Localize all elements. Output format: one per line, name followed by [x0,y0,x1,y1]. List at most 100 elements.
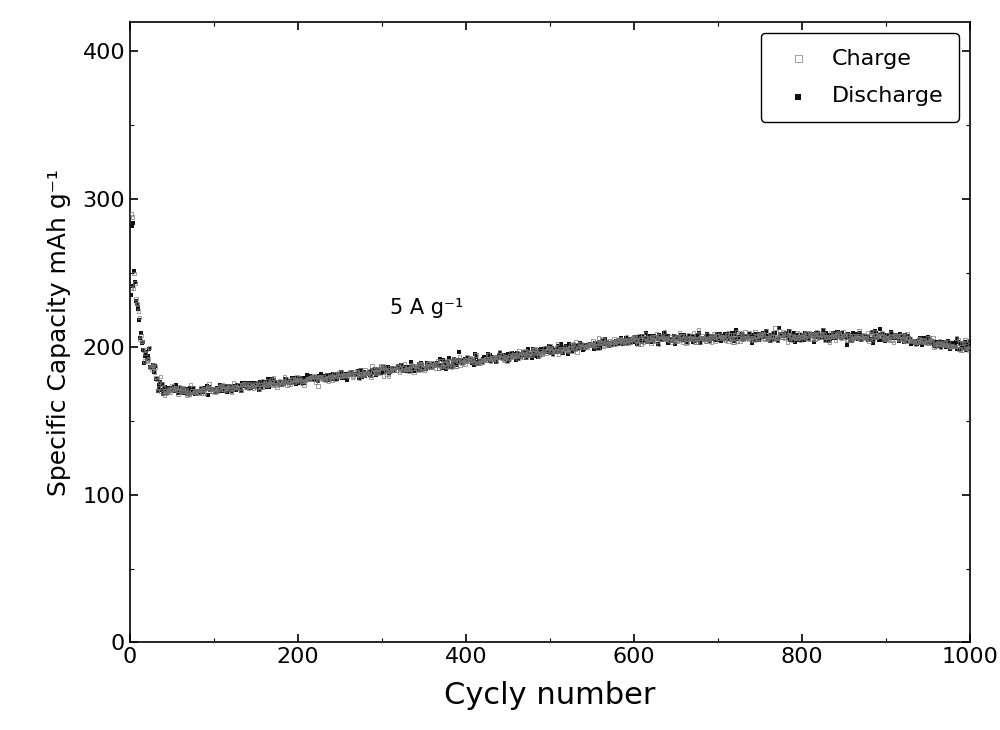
Discharge [863,334,879,346]
Discharge [585,339,601,350]
Charge [805,330,821,342]
Charge [842,335,858,347]
Charge [575,341,591,353]
Charge [643,337,659,349]
Charge [224,386,240,398]
Discharge [828,332,844,344]
Charge [571,340,587,352]
Charge [826,330,842,342]
Discharge [205,385,221,396]
Discharge [448,359,464,371]
Discharge [504,347,520,359]
Charge [935,339,951,350]
Discharge [807,331,823,342]
Charge [254,381,270,393]
Discharge [817,333,833,345]
Discharge [809,331,825,343]
Discharge [693,332,709,344]
Charge [874,327,890,339]
Discharge [580,341,596,353]
Charge [948,341,964,353]
Discharge [256,380,272,391]
Discharge [263,373,279,385]
Discharge [854,330,870,342]
Charge [231,379,247,391]
Discharge [287,376,303,388]
Charge [860,326,876,338]
Charge [818,331,834,343]
Discharge [362,369,378,381]
Charge [335,370,351,382]
Discharge [874,328,890,339]
Discharge [388,362,404,374]
Discharge [725,333,741,345]
Charge [320,375,336,387]
Discharge [333,366,349,378]
Charge [130,305,146,317]
Charge [708,329,724,341]
Discharge [765,331,781,342]
Discharge [714,330,730,342]
Charge [584,339,600,351]
Discharge [230,382,246,393]
Charge [134,336,150,347]
Discharge [541,340,557,352]
Discharge [710,334,726,345]
Charge [573,338,589,350]
Charge [676,332,692,344]
Charge [300,373,316,385]
Discharge [201,381,217,393]
Charge [430,363,446,374]
Charge [546,343,562,355]
Charge [163,384,179,396]
Charge [629,337,645,349]
Discharge [356,369,372,380]
Discharge [512,347,528,359]
Charge [822,337,838,348]
Charge [561,342,577,353]
Charge [545,342,561,354]
Discharge [928,337,944,348]
Charge [520,350,536,361]
Charge [276,376,292,388]
Discharge [904,335,920,347]
Legend: Charge, Discharge: Charge, Discharge [761,33,959,122]
Charge [809,332,825,344]
Charge [542,340,558,352]
Discharge [131,315,147,326]
Discharge [678,333,694,345]
Discharge [188,388,204,399]
Charge [757,334,773,345]
Charge [671,333,687,345]
Charge [823,327,839,339]
Charge [958,340,974,352]
Discharge [673,329,689,341]
Discharge [172,386,188,398]
Charge [139,354,155,366]
Discharge [502,351,518,363]
Discharge [679,337,695,348]
Discharge [875,329,891,341]
Discharge [797,327,813,339]
Charge [772,328,788,340]
Discharge [820,331,836,342]
Discharge [491,350,507,361]
Discharge [629,334,645,346]
Discharge [896,334,912,345]
Charge [347,369,363,380]
Charge [211,383,227,395]
Charge [154,378,170,390]
Charge [553,343,569,355]
Discharge [625,336,641,347]
Charge [634,339,650,350]
Charge [796,329,812,341]
Discharge [409,364,425,376]
Discharge [734,332,750,344]
Discharge [724,327,740,339]
Discharge [798,328,814,339]
Discharge [778,328,794,339]
Discharge [200,390,216,402]
Charge [212,381,228,393]
Charge [753,328,769,340]
Charge [499,355,515,366]
